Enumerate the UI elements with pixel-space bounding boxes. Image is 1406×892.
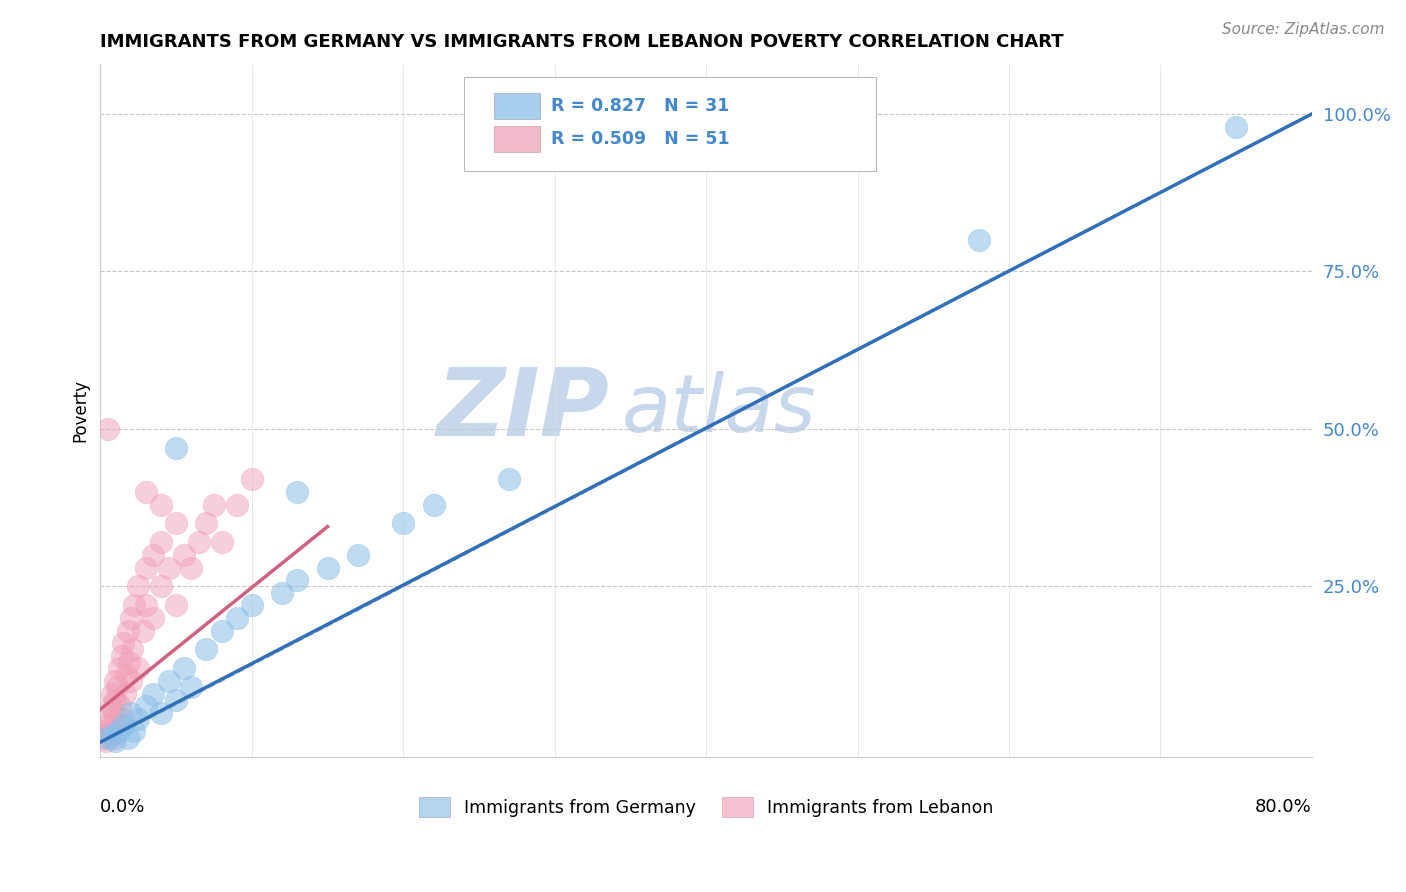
Point	[149, 535, 172, 549]
Point	[105, 681, 128, 695]
Point	[122, 724, 145, 739]
Point	[165, 693, 187, 707]
Point	[187, 535, 209, 549]
Point	[120, 706, 142, 720]
Point	[240, 599, 263, 613]
Point	[165, 516, 187, 531]
Point	[195, 516, 218, 531]
Point	[98, 712, 121, 726]
Point	[225, 498, 247, 512]
Text: 80.0%: 80.0%	[1256, 798, 1312, 816]
Point	[142, 687, 165, 701]
Point	[121, 642, 143, 657]
Point	[135, 560, 157, 574]
Point	[346, 548, 368, 562]
Point	[117, 624, 139, 638]
Point	[149, 498, 172, 512]
Point	[285, 573, 308, 587]
Point	[149, 579, 172, 593]
FancyBboxPatch shape	[494, 93, 540, 119]
Point	[93, 731, 115, 745]
Text: R = 0.827   N = 31: R = 0.827 N = 31	[551, 97, 730, 115]
Point	[240, 472, 263, 486]
Point	[202, 498, 225, 512]
Point	[112, 636, 135, 650]
Point	[103, 731, 125, 745]
Text: R = 0.509   N = 51: R = 0.509 N = 51	[551, 130, 730, 148]
Point	[316, 560, 339, 574]
Point	[94, 724, 117, 739]
Text: 0.0%: 0.0%	[100, 798, 146, 816]
Point	[225, 611, 247, 625]
Point	[157, 673, 180, 688]
Point	[97, 731, 120, 745]
Point	[115, 667, 138, 681]
Point	[142, 548, 165, 562]
Point	[142, 611, 165, 625]
Point	[135, 485, 157, 500]
Point	[107, 661, 129, 675]
Point	[211, 624, 233, 638]
Point	[104, 693, 127, 707]
Point	[103, 706, 125, 720]
Text: ZIP: ZIP	[436, 364, 609, 456]
Point	[285, 485, 308, 500]
Point	[211, 535, 233, 549]
Legend: Immigrants from Germany, Immigrants from Lebanon: Immigrants from Germany, Immigrants from…	[412, 790, 1000, 824]
Point	[110, 648, 132, 663]
Point	[271, 586, 294, 600]
Text: IMMIGRANTS FROM GERMANY VS IMMIGRANTS FROM LEBANON POVERTY CORRELATION CHART: IMMIGRANTS FROM GERMANY VS IMMIGRANTS FR…	[100, 33, 1064, 51]
Y-axis label: Poverty: Poverty	[72, 378, 89, 442]
Point	[118, 655, 141, 669]
Point	[104, 718, 127, 732]
Point	[101, 724, 124, 739]
Point	[120, 611, 142, 625]
Point	[180, 560, 202, 574]
FancyBboxPatch shape	[464, 78, 876, 171]
Point	[97, 422, 120, 436]
Point	[165, 599, 187, 613]
Point	[112, 718, 135, 732]
Text: Source: ZipAtlas.com: Source: ZipAtlas.com	[1222, 22, 1385, 37]
Point	[157, 560, 180, 574]
Point	[392, 516, 415, 531]
Point	[97, 727, 120, 741]
Point	[180, 681, 202, 695]
Point	[127, 579, 149, 593]
Point	[108, 699, 131, 714]
Point	[104, 673, 127, 688]
Point	[117, 731, 139, 745]
Point	[122, 599, 145, 613]
Point	[104, 734, 127, 748]
Point	[149, 706, 172, 720]
Point	[967, 233, 990, 247]
Point	[127, 661, 149, 675]
FancyBboxPatch shape	[494, 126, 540, 153]
Point	[173, 661, 195, 675]
Point	[112, 712, 135, 726]
Point	[127, 712, 149, 726]
Point	[96, 734, 118, 748]
Point	[195, 642, 218, 657]
Point	[132, 624, 155, 638]
Point	[100, 699, 122, 714]
Point	[120, 673, 142, 688]
Point	[114, 687, 136, 701]
Point	[101, 687, 124, 701]
Point	[97, 718, 120, 732]
Point	[107, 724, 129, 739]
Point	[1225, 120, 1247, 134]
Point	[422, 498, 444, 512]
Text: atlas: atlas	[621, 371, 815, 449]
Point	[135, 699, 157, 714]
Point	[165, 441, 187, 455]
Point	[101, 727, 124, 741]
Point	[135, 599, 157, 613]
Point	[173, 548, 195, 562]
Point	[498, 472, 520, 486]
